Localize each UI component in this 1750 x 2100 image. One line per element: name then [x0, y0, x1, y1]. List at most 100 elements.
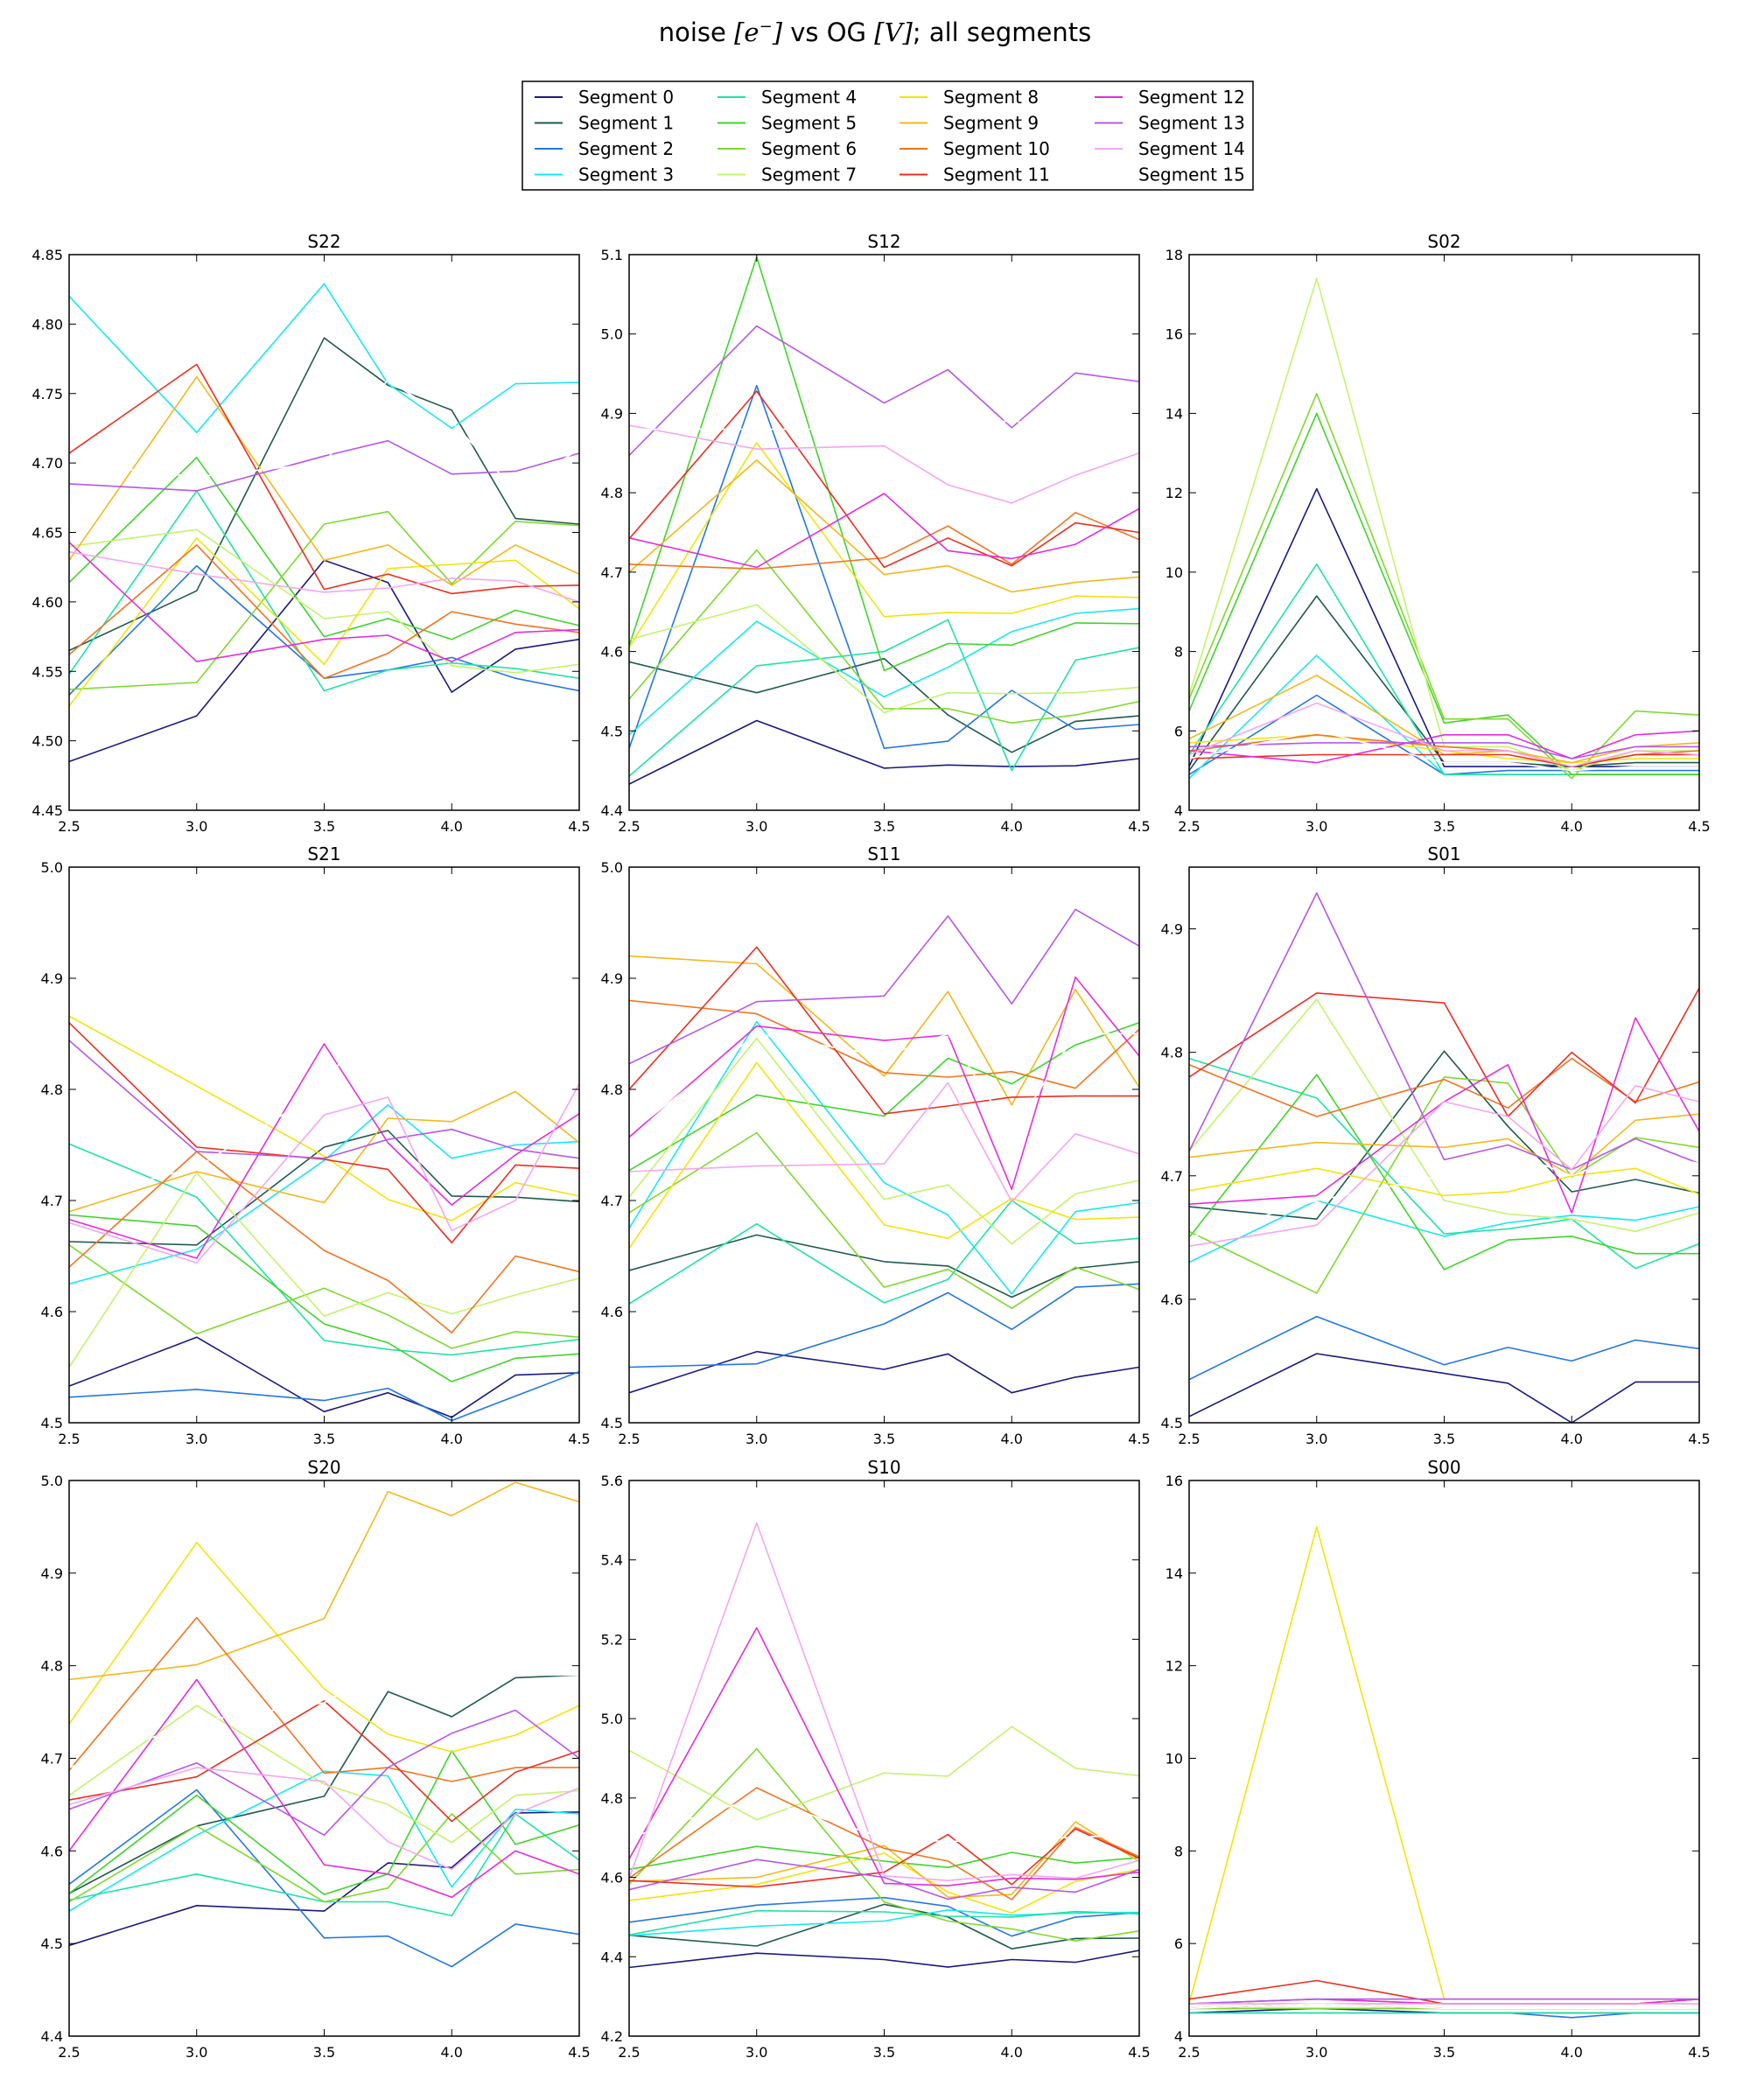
legend-item: Segment 7: [718, 164, 857, 186]
legend-label: Segment 2: [578, 138, 674, 159]
legend-label: Segment 4: [761, 87, 857, 108]
series-line-segment-3: [629, 1909, 1139, 1936]
series-line-segment-11: [629, 1828, 1139, 1888]
series-line-segment-14: [1189, 1085, 1699, 1247]
series-line-segment-13: [629, 325, 1139, 457]
series-line-segment-5: [629, 1022, 1139, 1172]
series-line-segment-2: [69, 1370, 579, 1422]
subplot-title: S20: [307, 1457, 340, 1478]
series-line-segment-6: [629, 1747, 1139, 1942]
subplot-grid: S22 2.5 3.0 3.5 4.0 4.5 4.45 4.50 4.55 4.60 4.65 4.…: [32, 231, 1710, 2061]
subplot-s11: S11 2.5 3.0 3.5 4.0 4.5 4.5 4.6 4.7 4.8 4.9 5.0: [601, 844, 1151, 1447]
y-tick-label: 4.7: [601, 1193, 623, 1209]
subplot-s02: S02 2.5 3.0 3.5 4.0 4.5 4 6 8 10 12 14 16 18: [1166, 231, 1711, 835]
series-line-segment-14: [629, 424, 1139, 504]
series-line-segment-8: [629, 1852, 1139, 1914]
y-tick-label: 4.8: [601, 485, 623, 501]
series-line-segment-9: [1189, 1113, 1699, 1177]
y-tick-label: 10: [1166, 564, 1183, 581]
series-line-segment-13: [69, 1709, 579, 1837]
series-line-segment-4: [69, 1143, 579, 1356]
y-tick-label: 5.6: [601, 1473, 623, 1489]
y-tick-label: 4.80: [32, 316, 63, 332]
subplot-title: S21: [307, 844, 340, 864]
x-tick-label: 3.0: [1306, 1431, 1327, 1447]
series-line-segment-15: [629, 1032, 1139, 1135]
y-tick-label: 4.6: [601, 1870, 623, 1886]
series-group: [1189, 892, 1699, 1423]
series-line-segment-2: [69, 564, 579, 696]
legend-item: Segment 15: [1095, 164, 1245, 186]
series-line-segment-11: [629, 946, 1139, 1115]
subplot-title: S10: [867, 1457, 900, 1478]
x-tick-label: 4.0: [1001, 1431, 1023, 1447]
series-line-segment-0: [69, 559, 579, 763]
series-line-segment-11: [1189, 987, 1699, 1117]
series-line-segment-0: [1189, 1353, 1699, 1423]
series-line-segment-10: [629, 999, 1139, 1089]
x-tick-label: 3.5: [1433, 2044, 1455, 2061]
series-line-segment-9: [69, 1090, 579, 1213]
series-line-segment-3: [1189, 1200, 1699, 1264]
series-line-segment-7: [629, 1726, 1139, 1821]
series-line-segment-14: [1189, 702, 1699, 767]
subplot-title: S00: [1427, 1457, 1460, 1478]
x-tick-label: 3.0: [1306, 2044, 1327, 2061]
y-tick-label: 4.85: [32, 247, 63, 263]
y-tick-label: 4.9: [41, 1565, 63, 1582]
series-line-segment-12: [1189, 1017, 1699, 1214]
x-tick-label: 4.0: [1001, 818, 1023, 835]
y-tick-label: 4.8: [601, 1082, 623, 1098]
y-tick-label: 4.9: [1161, 921, 1183, 938]
y-tick-label: 4: [1174, 2028, 1183, 2045]
legend-item: Segment 1: [535, 113, 674, 134]
subplot-s01: S01 2.5 3.0 3.5 4.0 4.5 4.5 4.6 4.7 4.8 4.9: [1161, 844, 1711, 1447]
series-line-segment-7: [69, 1704, 579, 1844]
y-tick-label: 5.0: [601, 859, 623, 876]
series-line-segment-5: [1189, 1074, 1699, 1270]
y-tick-label: 10: [1166, 1751, 1183, 1768]
series-line-segment-15: [629, 420, 1139, 430]
series-line-segment-8: [1189, 1526, 1699, 2005]
legend: Segment 0 Segment 1 Segment 2 Segment 3 Segm…: [522, 80, 1254, 191]
series-line-segment-4: [1189, 1057, 1699, 1270]
y-tick-label: 4.50: [32, 733, 63, 750]
series-line-segment-5: [1189, 412, 1699, 776]
series-line-segment-14: [629, 1522, 1139, 1881]
series-line-segment-14: [629, 1082, 1139, 1203]
series-line-segment-1: [629, 657, 1139, 753]
series-group: [1189, 1526, 1699, 2019]
series-group: [629, 256, 1139, 785]
series-line-segment-2: [1189, 1315, 1699, 1381]
legend-label: Segment 1: [578, 113, 674, 134]
y-tick-label: 4.6: [601, 644, 623, 661]
subplot-s00: S00 2.5 3.0 3.5 4.0 4.5 4 6 8 10 12 14 16: [1166, 1457, 1711, 2061]
series-line-segment-5: [69, 1214, 579, 1382]
x-tick-label: 3.5: [873, 2044, 895, 2061]
x-tick-label: 4.5: [1128, 2044, 1150, 2061]
series-line-segment-13: [629, 1858, 1139, 1900]
series-line-segment-3: [69, 1104, 579, 1285]
series-line-segment-7: [69, 528, 579, 674]
series-line-segment-11: [629, 390, 1139, 569]
legend-label: Segment 12: [1138, 87, 1245, 108]
legend-item: Segment 6: [718, 138, 857, 159]
legend-item: Segment 4: [718, 87, 857, 108]
series-line-segment-12: [1189, 730, 1699, 764]
series-line-segment-3: [629, 1020, 1139, 1295]
x-tick-label: 4.5: [1128, 818, 1150, 835]
series-line-segment-5: [629, 256, 1139, 672]
legend-item: Segment 5: [718, 113, 857, 134]
series-line-segment-10: [69, 1616, 579, 1782]
series-line-segment-8: [629, 1061, 1139, 1250]
y-tick-label: 16: [1166, 326, 1183, 343]
y-tick-label: 12: [1166, 485, 1183, 501]
series-group: [1189, 277, 1699, 780]
y-tick-label: 4.5: [601, 1415, 623, 1432]
y-tick-label: 5.2: [601, 1631, 623, 1648]
x-tick-label: 2.5: [618, 2044, 640, 2061]
series-line-segment-3: [69, 283, 579, 434]
series-line-segment-13: [1189, 892, 1699, 1171]
y-tick-label: 4.4: [601, 1949, 623, 1965]
